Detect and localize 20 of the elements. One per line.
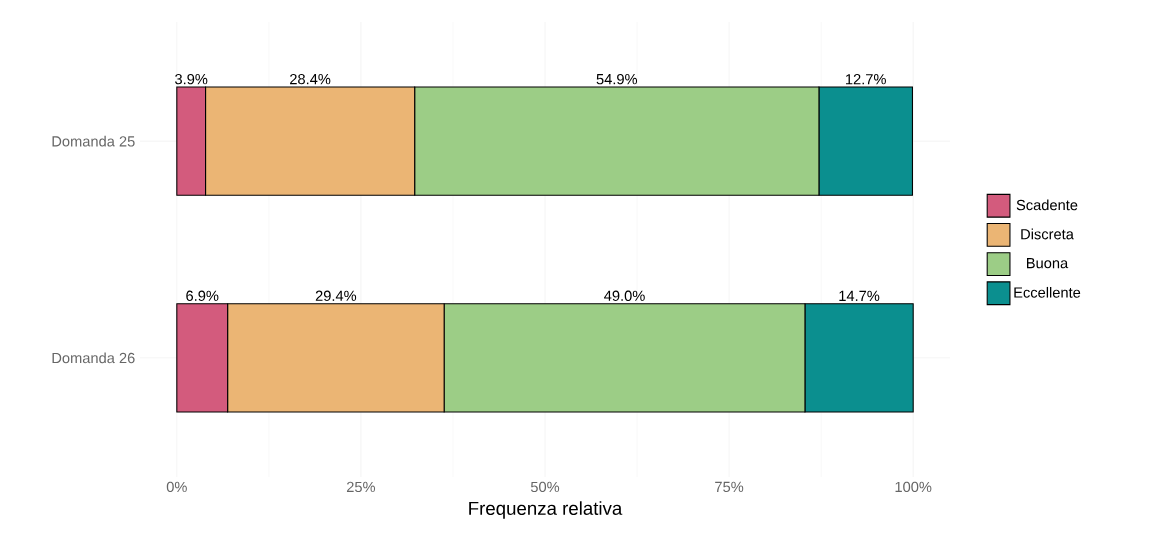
y-tick-label: Domanda 26 <box>52 352 135 364</box>
x-tick-label: 50% <box>530 481 560 493</box>
x-tick-label: 75% <box>715 481 744 493</box>
data-label: 6.9% <box>186 290 219 301</box>
y-tick-label: Domanda 25 <box>52 135 135 147</box>
legend-label: Scadente <box>1016 199 1078 211</box>
data-label: 28.4% <box>290 73 331 85</box>
legend-label: Buona <box>1027 258 1069 269</box>
x-axis-title: Frequenza relativa <box>469 501 623 519</box>
data-label: 3.9% <box>175 73 208 85</box>
data-label: 54.9% <box>596 73 638 85</box>
legend-label: Discreta <box>1021 228 1074 240</box>
data-label: 14.7% <box>839 290 880 301</box>
x-tick-label: 25% <box>346 481 376 493</box>
x-tick-label: 0% <box>166 481 187 493</box>
legend-label: Eccellente <box>1014 286 1081 298</box>
x-tick-label: 100% <box>895 481 932 493</box>
data-label: 29.4% <box>315 290 357 301</box>
data-label: 12.7% <box>846 74 886 85</box>
data-label: 49.0% <box>604 290 645 301</box>
